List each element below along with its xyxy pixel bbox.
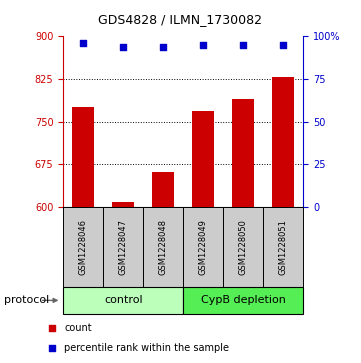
Bar (183, 287, 303, 314)
Text: protocol: protocol (4, 295, 49, 305)
Bar (143, 207, 183, 287)
Bar (72, 107, 94, 207)
Bar (152, 172, 174, 207)
Text: CypB depletion: CypB depletion (201, 295, 286, 305)
Bar (232, 99, 254, 207)
Point (120, 44, 126, 49)
Bar (112, 202, 134, 207)
Bar (263, 207, 303, 287)
Point (160, 44, 166, 49)
Text: count: count (65, 323, 92, 333)
Text: GSM1228046: GSM1228046 (79, 219, 88, 275)
Bar (63, 207, 103, 287)
Bar (103, 207, 143, 287)
Point (230, 62, 236, 68)
Point (240, 42, 246, 48)
Bar (192, 111, 214, 207)
Text: GDS4828 / ILMN_1730082: GDS4828 / ILMN_1730082 (99, 13, 262, 26)
Point (200, 42, 206, 48)
Text: control: control (104, 295, 143, 305)
Point (230, 251, 236, 257)
Text: percentile rank within the sample: percentile rank within the sample (65, 343, 230, 353)
Text: GSM1228047: GSM1228047 (119, 219, 128, 275)
Bar (272, 77, 294, 207)
Bar (183, 207, 223, 287)
Point (280, 42, 286, 48)
Text: GSM1228049: GSM1228049 (199, 219, 208, 275)
Text: GSM1228051: GSM1228051 (279, 219, 288, 275)
Point (80, 40, 86, 46)
Bar (223, 207, 263, 287)
Bar (63, 287, 183, 314)
Text: GSM1228048: GSM1228048 (159, 219, 168, 275)
Text: GSM1228050: GSM1228050 (239, 219, 248, 275)
